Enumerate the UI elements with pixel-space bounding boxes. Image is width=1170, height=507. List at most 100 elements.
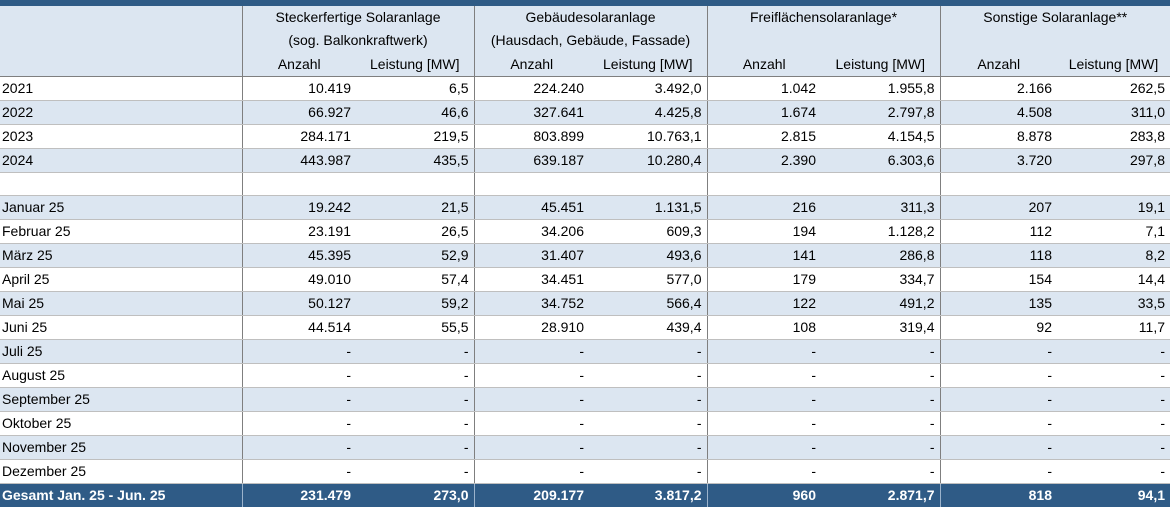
cell-anzahl: 108 [706, 315, 821, 340]
cell-leistung: 219,5 [356, 124, 474, 149]
col-header-leistung: Leistung [MW] [821, 52, 940, 77]
cell-anzahl: 327.641 [473, 100, 589, 125]
cell-anzahl: - [241, 411, 356, 436]
cell-anzahl: 92 [939, 315, 1057, 340]
cell-leistung: - [1057, 363, 1170, 388]
group-header-sonstige: Sonstige Solaranlage** [939, 6, 1170, 30]
cell-anzahl: 118 [939, 243, 1057, 268]
total-leistung: 273,0 [356, 482, 474, 507]
cell-leistung: - [356, 435, 474, 460]
spacer-row [0, 172, 1170, 196]
cell-leistung: 435,5 [356, 148, 474, 173]
cell-leistung: - [356, 363, 474, 388]
cell-leistung: 4.425,8 [589, 100, 707, 125]
cell-leistung: 10.763,1 [589, 124, 707, 149]
table-row: Oktober 25- - - - - - - - [0, 411, 1170, 436]
total-leistung: 3.817,2 [589, 482, 707, 507]
cell-leistung: 297,8 [1057, 148, 1170, 173]
cell-leistung: - [1057, 459, 1170, 484]
cell-anzahl: - [241, 363, 356, 388]
cell-anzahl: 10.419 [241, 76, 356, 101]
col-header-leistung: Leistung [MW] [1057, 52, 1170, 77]
row-label: März 25 [0, 243, 242, 268]
cell-leistung: - [821, 411, 940, 436]
cell-anzahl: 34.451 [473, 267, 589, 292]
cell-anzahl: 31.407 [473, 243, 589, 268]
table-row: 2022 66.927 46,6 327.641 4.425,8 1.674 2.797,8… [0, 100, 1170, 125]
header-row-group-title: Steckerfertige Solaranlage Gebäudesolara… [0, 6, 1170, 30]
cell-anzahl: 45.451 [473, 195, 589, 220]
cell-anzahl: - [706, 459, 821, 484]
row-label: 2023 [0, 124, 242, 149]
cell-anzahl: 154 [939, 267, 1057, 292]
cell-leistung: 59,2 [356, 291, 474, 316]
col-header-leistung: Leistung [MW] [356, 52, 474, 77]
cell-anzahl: - [939, 435, 1057, 460]
cell-anzahl: - [939, 339, 1057, 364]
cell-anzahl: - [241, 339, 356, 364]
cell-anzahl: - [706, 387, 821, 412]
cell-leistung: 311,3 [821, 195, 940, 220]
cell-anzahl: 216 [706, 195, 821, 220]
table-row: Mai 25 50.127 59,2 34.752 566,4 122 491,2 135 33… [0, 291, 1170, 316]
group-subtitle-gebaeude: (Hausdach, Gebäude, Fassade) [473, 29, 707, 53]
row-label: Dezember 25 [0, 459, 242, 484]
cell-anzahl: 66.927 [241, 100, 356, 125]
cell-leistung: 8,2 [1057, 243, 1170, 268]
cell-anzahl: 443.987 [241, 148, 356, 173]
cell-leistung: - [589, 387, 707, 412]
cell-anzahl: 8.878 [939, 124, 1057, 149]
total-anzahl: 818 [939, 482, 1057, 507]
cell-anzahl: - [473, 411, 589, 436]
cell-leistung: - [821, 339, 940, 364]
total-row: Gesamt Jan. 25 - Jun. 25 231.479 273,0 209.… [0, 482, 1170, 507]
cell-anzahl: 284.171 [241, 124, 356, 149]
cell-anzahl: 2.815 [706, 124, 821, 149]
total-leistung: 94,1 [1057, 482, 1170, 507]
cell-anzahl: 34.206 [473, 219, 589, 244]
cell-anzahl: - [939, 363, 1057, 388]
row-label: Oktober 25 [0, 411, 242, 436]
table-row: Juli 25- - - - - - - - [0, 339, 1170, 364]
total-leistung: 2.871,7 [821, 482, 940, 507]
cell-leistung: - [589, 411, 707, 436]
row-label: Februar 25 [0, 219, 242, 244]
cell-leistung: 311,0 [1057, 100, 1170, 125]
col-header-anzahl: Anzahl [241, 52, 356, 77]
cell-anzahl: 179 [706, 267, 821, 292]
cell-anzahl: - [241, 387, 356, 412]
cell-anzahl: 50.127 [241, 291, 356, 316]
group-header-balkonkraftwerk: Steckerfertige Solaranlage [241, 6, 474, 30]
cell-anzahl: 803.899 [473, 124, 589, 149]
table-row: 2024 443.987 435,5 639.187 10.280,4 2.390 6.30… [0, 148, 1170, 173]
cell-anzahl: - [241, 435, 356, 460]
group-subtitle-sonstige [939, 29, 1170, 53]
cell-anzahl: - [939, 459, 1057, 484]
cell-leistung: - [821, 387, 940, 412]
cell-anzahl: 224.240 [473, 76, 589, 101]
cell-leistung: 439,4 [589, 315, 707, 340]
cell-anzahl: 19.242 [241, 195, 356, 220]
cell-leistung: 609,3 [589, 219, 707, 244]
row-label: 2022 [0, 100, 242, 125]
cell-leistung: 283,8 [1057, 124, 1170, 149]
col-header-anzahl: Anzahl [473, 52, 589, 77]
cell-anzahl: - [939, 387, 1057, 412]
header-row-columns: Anzahl Leistung [MW] Anzahl Leistung [MW… [0, 52, 1170, 77]
row-label: 2024 [0, 148, 242, 173]
cell-leistung: 52,9 [356, 243, 474, 268]
table-row: Dezember 25- - - - - - - - [0, 459, 1170, 484]
cell-leistung: 1.955,8 [821, 76, 940, 101]
cell-leistung: - [589, 339, 707, 364]
col-header-leistung: Leistung [MW] [589, 52, 707, 77]
cell-anzahl: - [706, 411, 821, 436]
cell-leistung: - [356, 339, 474, 364]
cell-leistung: - [1057, 435, 1170, 460]
cell-anzahl: - [473, 339, 589, 364]
cell-leistung: - [1057, 411, 1170, 436]
cell-anzahl: 3.720 [939, 148, 1057, 173]
table-row: März 25 45.395 52,9 31.407 493,6 141 286,8 118 8… [0, 243, 1170, 268]
cell-leistung: - [356, 387, 474, 412]
group-subtitle-balkonkraftwerk: (sog. Balkonkraftwerk) [241, 29, 474, 53]
cell-anzahl: 2.166 [939, 76, 1057, 101]
